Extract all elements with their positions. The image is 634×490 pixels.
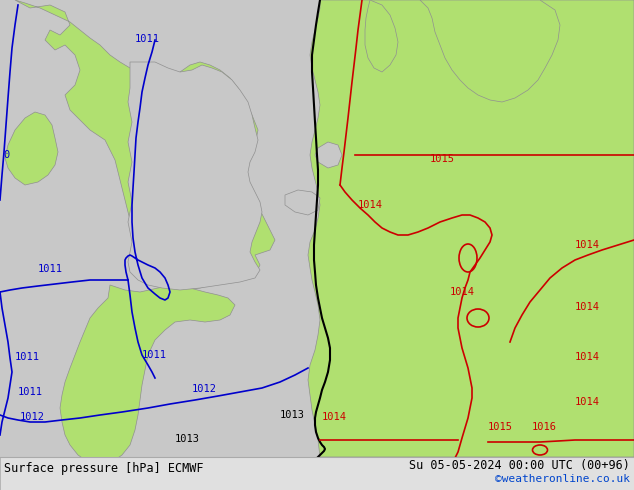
Polygon shape [365, 0, 398, 72]
Polygon shape [128, 62, 262, 290]
Text: 1011: 1011 [18, 387, 43, 397]
Text: 1012: 1012 [20, 412, 45, 422]
Polygon shape [315, 142, 342, 168]
Polygon shape [308, 0, 634, 457]
Text: 1012: 1012 [192, 384, 217, 394]
Polygon shape [5, 112, 58, 185]
Polygon shape [285, 190, 320, 215]
Text: 1011: 1011 [15, 352, 40, 362]
Text: 1011: 1011 [38, 264, 63, 274]
Text: Surface pressure [hPa] ECMWF: Surface pressure [hPa] ECMWF [4, 462, 204, 474]
Polygon shape [15, 0, 275, 290]
Text: 1016: 1016 [532, 422, 557, 432]
Bar [0, 457, 634, 490]
Text: 1015: 1015 [430, 154, 455, 164]
Text: 1011: 1011 [135, 34, 160, 44]
Polygon shape [60, 285, 235, 465]
Text: 0: 0 [3, 150, 10, 160]
Text: 1013: 1013 [280, 410, 305, 420]
Text: 1014: 1014 [575, 302, 600, 312]
Text: ©weatheronline.co.uk: ©weatheronline.co.uk [495, 474, 630, 484]
Text: 1015: 1015 [488, 422, 513, 432]
Text: Su 05-05-2024 00:00 UTC (00+96): Su 05-05-2024 00:00 UTC (00+96) [409, 459, 630, 471]
Polygon shape [420, 0, 560, 102]
Text: 1014: 1014 [575, 352, 600, 362]
Text: 1014: 1014 [575, 240, 600, 250]
Text: 1011: 1011 [142, 350, 167, 360]
Text: 1014: 1014 [575, 397, 600, 407]
Text: 1013: 1013 [175, 434, 200, 444]
Text: 1014: 1014 [450, 287, 475, 297]
Text: 1014: 1014 [358, 200, 383, 210]
Text: 1014: 1014 [322, 412, 347, 422]
